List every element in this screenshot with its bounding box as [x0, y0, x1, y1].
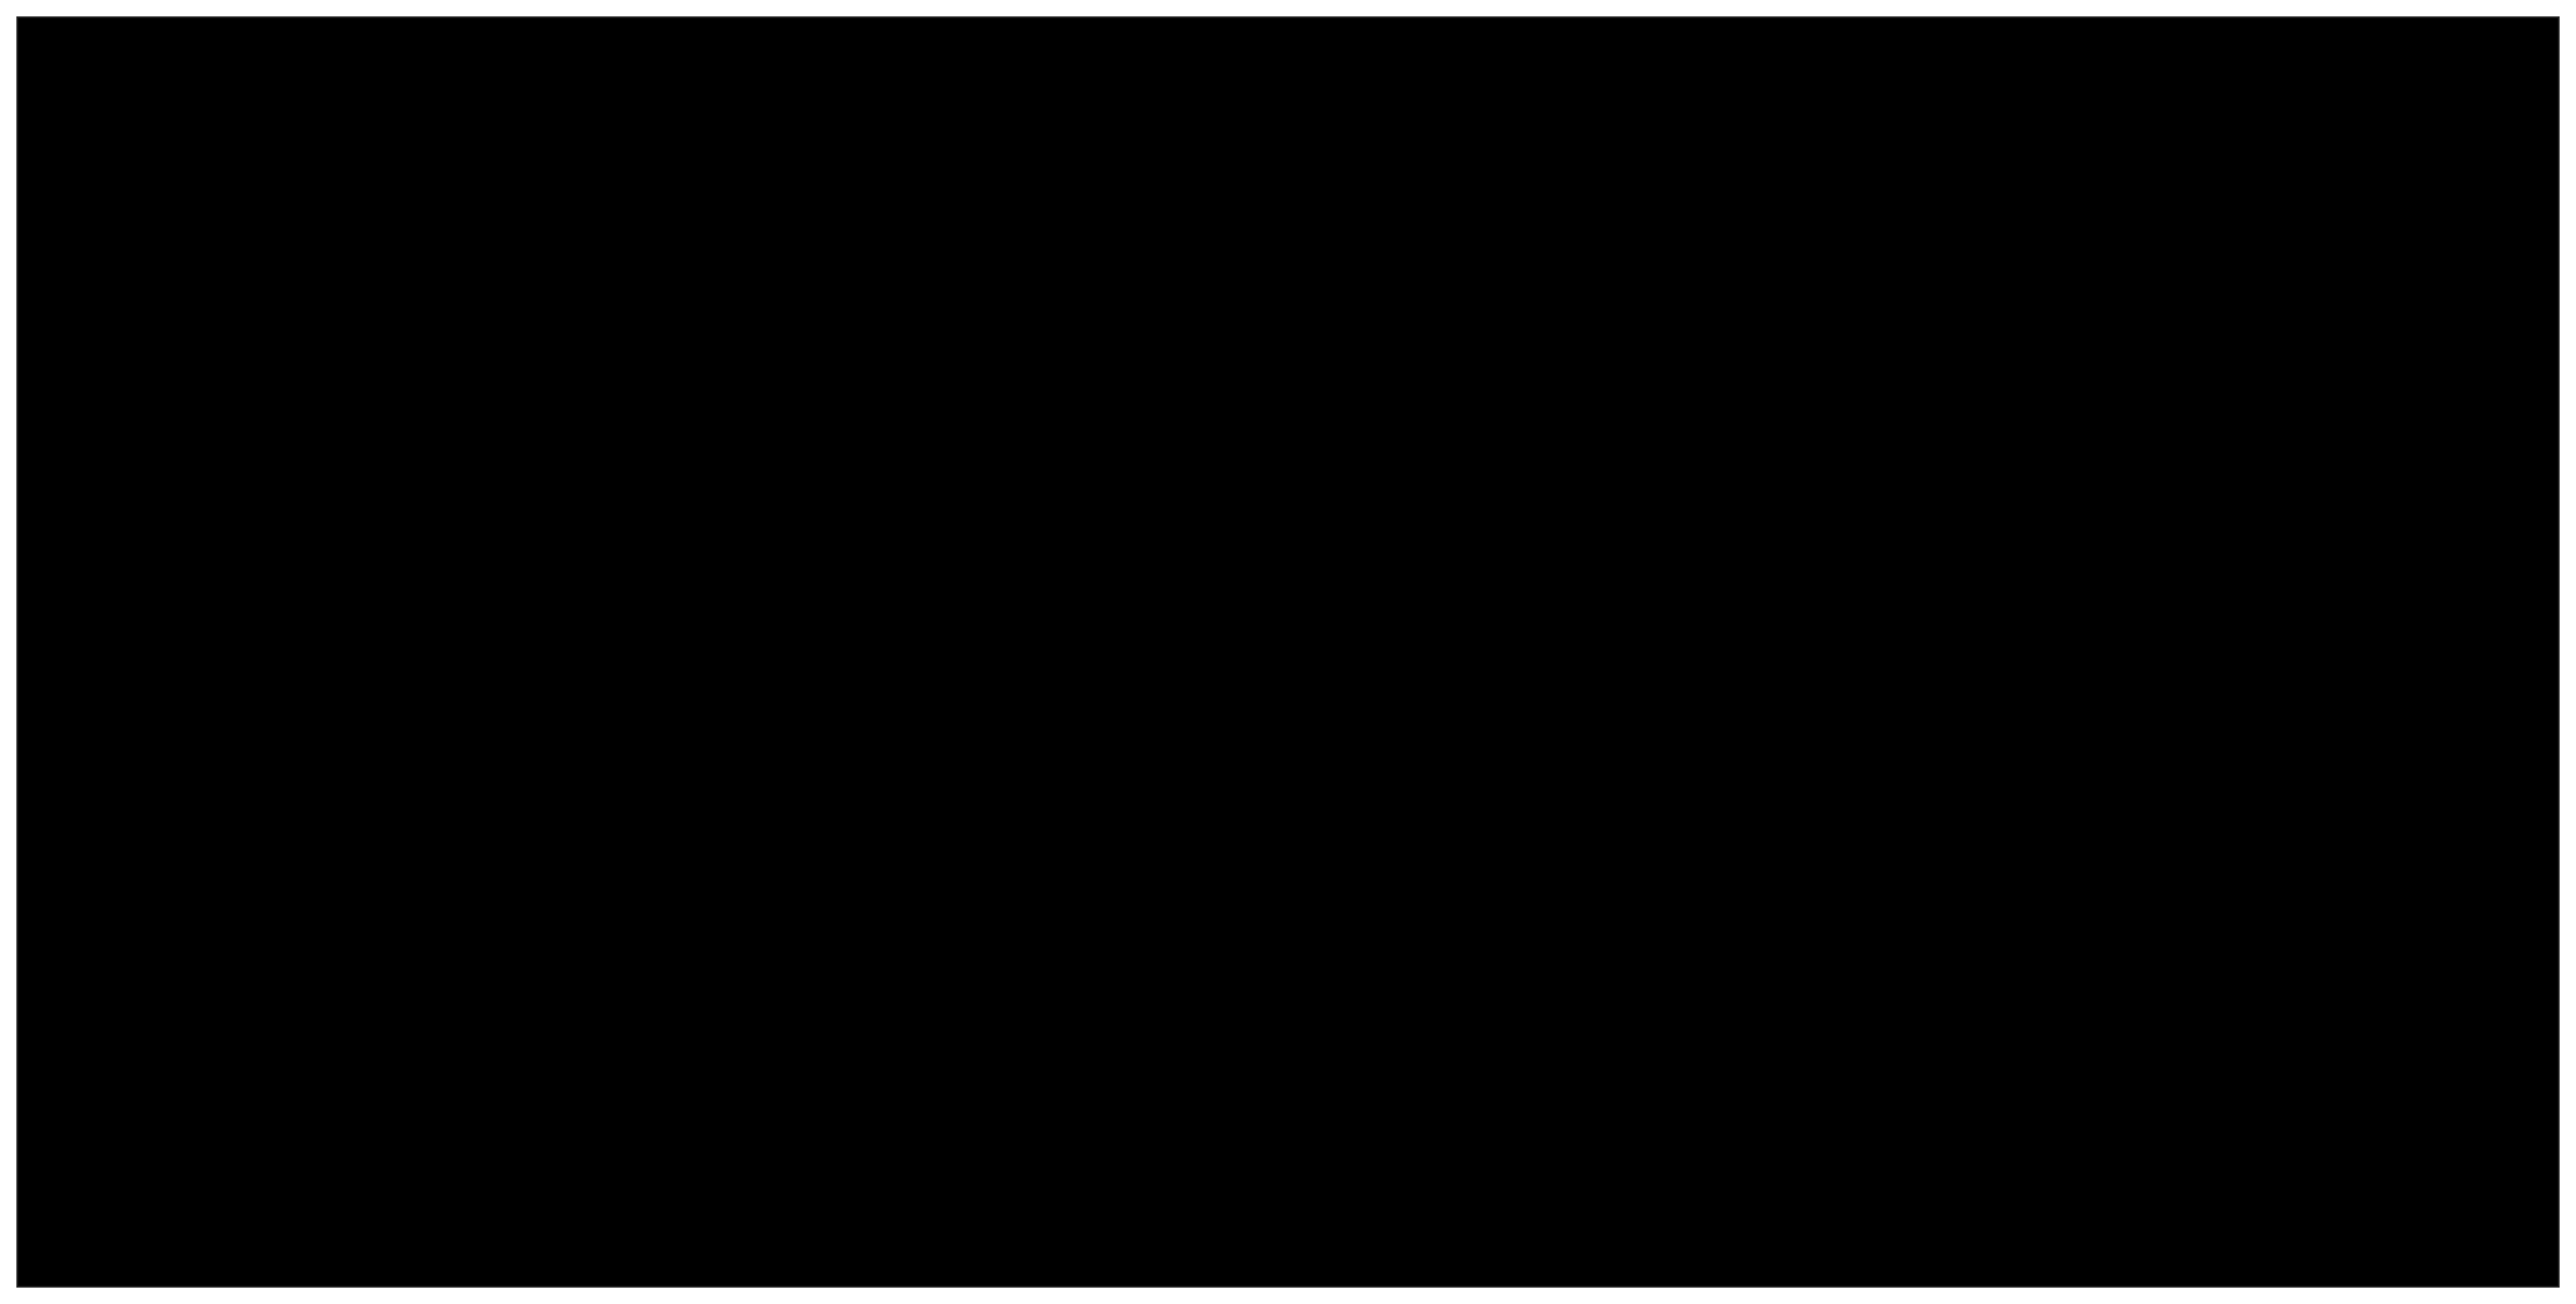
word-cloud [18, 18, 2558, 1286]
word-cloud-canvas [16, 16, 2560, 1288]
